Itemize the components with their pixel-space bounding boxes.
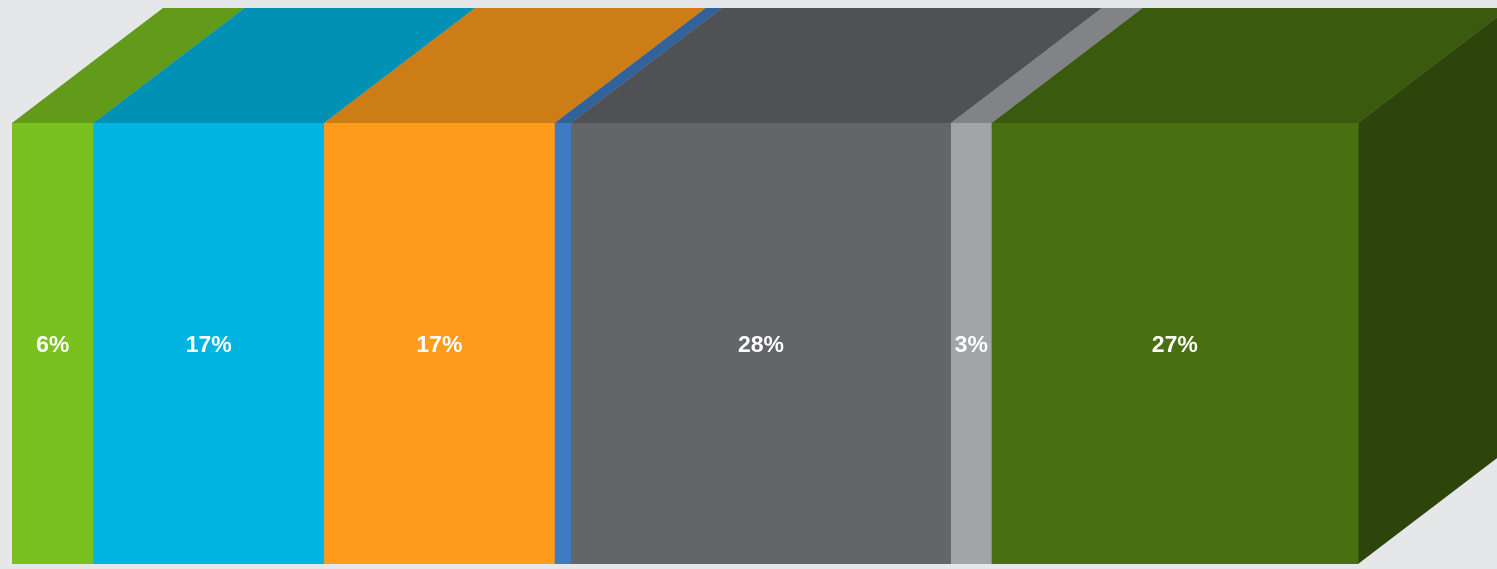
segment-top-7: [991, 8, 1497, 123]
data-labels: 6% 17% 17% 28% 3% 27%: [36, 331, 1198, 357]
segment-top-3: [324, 8, 706, 123]
segment-front-3: [324, 123, 556, 564]
segment-front-4: [554, 123, 572, 564]
front-faces: [12, 123, 1359, 564]
segment-front-6: [950, 123, 993, 564]
segment-side-7: [1358, 17, 1497, 564]
segment-top-6: [950, 8, 1143, 123]
segment-front-1: [12, 123, 94, 564]
segment-label-7: 27%: [1152, 331, 1198, 357]
segment-front-7: [991, 123, 1359, 564]
segment-front-5: [571, 123, 952, 564]
segment-front-2: [93, 123, 325, 564]
segment-top-2: [93, 8, 476, 123]
top-faces: [12, 8, 1497, 123]
segment-top-1: [12, 8, 245, 123]
segment-top-4: [554, 8, 723, 123]
segment-top-5: [571, 8, 1102, 123]
segment-label-1: 6%: [36, 331, 69, 357]
segment-label-6: 3%: [955, 331, 988, 357]
side-face: [1358, 17, 1497, 564]
segment-label-3: 17%: [416, 331, 462, 357]
segment-label-2: 17%: [186, 331, 232, 357]
segment-label-5: 28%: [738, 331, 784, 357]
